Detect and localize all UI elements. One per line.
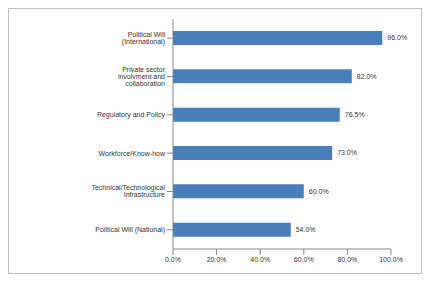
svg-text:60.0%: 60.0% [294, 256, 314, 263]
svg-text:73.0%: 73.0% [337, 149, 357, 156]
svg-text:Workforce/Know-how: Workforce/Know-how [99, 150, 166, 157]
svg-text:40.0%: 40.0% [250, 256, 270, 263]
svg-text:54.0%: 54.0% [296, 226, 316, 233]
svg-text:60.0%: 60.0% [309, 188, 329, 195]
svg-text:0.0%: 0.0% [165, 256, 181, 263]
svg-text:100.0%: 100.0% [379, 256, 403, 263]
svg-text:82.0%: 82.0% [357, 73, 377, 80]
svg-text:96.0%: 96.0% [387, 34, 407, 41]
svg-text:20.0%: 20.0% [207, 256, 227, 263]
svg-text:Political Will (National): Political Will (National) [95, 226, 165, 234]
svg-text:80.0%: 80.0% [337, 256, 357, 263]
svg-text:Private sectorinvolvment andco: Private sectorinvolvment andcollaboratio… [118, 66, 166, 87]
svg-text:Regulatory and Policy: Regulatory and Policy [97, 111, 166, 119]
svg-text:Political Will(International): Political Will(International) [122, 31, 166, 46]
svg-text:Technical/TechnologicalInfrast: Technical/TechnologicalInfrastructure [91, 184, 165, 198]
svg-text:76.5%: 76.5% [345, 111, 365, 118]
